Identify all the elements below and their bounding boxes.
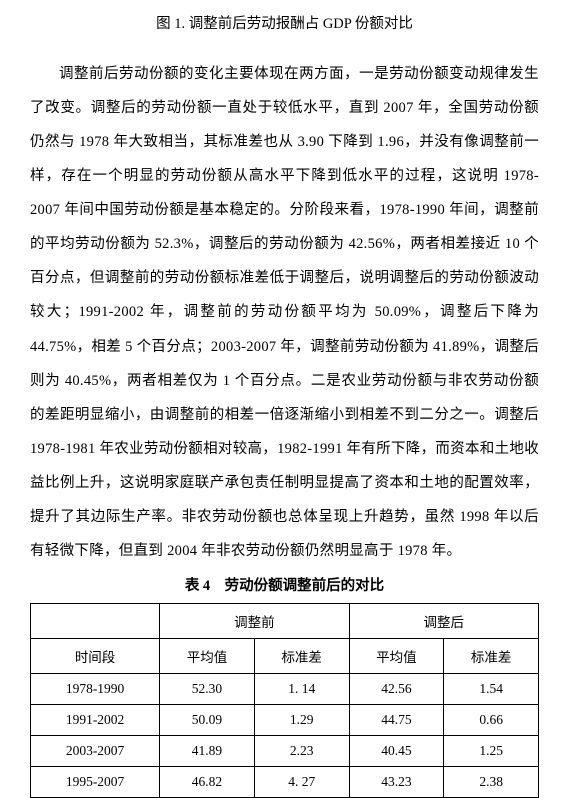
table-cell: 1.25 bbox=[444, 735, 539, 766]
table-group-header-blank bbox=[31, 603, 160, 638]
table-cell: 46.82 bbox=[160, 766, 255, 797]
table-col-mean-after: 平均值 bbox=[349, 638, 444, 673]
table-cell: 2.38 bbox=[444, 766, 539, 797]
table-cell: 2.23 bbox=[254, 735, 349, 766]
table-cell: 4. 27 bbox=[254, 766, 349, 797]
table-cell: 0.66 bbox=[444, 704, 539, 735]
table-row: 2003-2007 41.89 2.23 40.45 1.25 bbox=[31, 735, 539, 766]
table-row: 1995-2007 46.82 4. 27 43.23 2.38 bbox=[31, 766, 539, 797]
table-cell: 41.89 bbox=[160, 735, 255, 766]
table-caption: 表 4 劳动份额调整前后的对比 bbox=[30, 574, 539, 595]
table-col-std-before: 标准差 bbox=[254, 638, 349, 673]
table-cell: 1.29 bbox=[254, 704, 349, 735]
table-group-header-after: 调整后 bbox=[349, 603, 538, 638]
table-cell: 1991-2002 bbox=[31, 704, 160, 735]
table-cell: 42.56 bbox=[349, 673, 444, 704]
table-col-std-after: 标准差 bbox=[444, 638, 539, 673]
table-cell: 2003-2007 bbox=[31, 735, 160, 766]
figure-caption: 图 1. 调整前后劳动报酬占 GDP 份额对比 bbox=[30, 12, 539, 33]
table-cell: 50.09 bbox=[160, 704, 255, 735]
table-cell: 44.75 bbox=[349, 704, 444, 735]
body-paragraph: 调整前后劳动份额的变化主要体现在两方面，一是劳动份额变动规律发生了改变。调整后的… bbox=[30, 57, 539, 568]
table-cell: 43.23 bbox=[349, 766, 444, 797]
table-cell: 1978-1990 bbox=[31, 673, 160, 704]
table-group-header-row: 调整前 调整后 bbox=[31, 603, 539, 638]
table-cell: 1995-2007 bbox=[31, 766, 160, 797]
table-group-header-before: 调整前 bbox=[160, 603, 349, 638]
table-cell: 1. 14 bbox=[254, 673, 349, 704]
table-sub-header-row: 时间段 平均值 标准差 平均值 标准差 bbox=[31, 638, 539, 673]
comparison-table: 调整前 调整后 时间段 平均值 标准差 平均值 标准差 1978-1990 52… bbox=[30, 603, 539, 798]
table-cell: 52.30 bbox=[160, 673, 255, 704]
table-col-period: 时间段 bbox=[31, 638, 160, 673]
table-cell: 1.54 bbox=[444, 673, 539, 704]
table-col-mean-before: 平均值 bbox=[160, 638, 255, 673]
table-cell: 40.45 bbox=[349, 735, 444, 766]
table-row: 1991-2002 50.09 1.29 44.75 0.66 bbox=[31, 704, 539, 735]
table-row: 1978-1990 52.30 1. 14 42.56 1.54 bbox=[31, 673, 539, 704]
